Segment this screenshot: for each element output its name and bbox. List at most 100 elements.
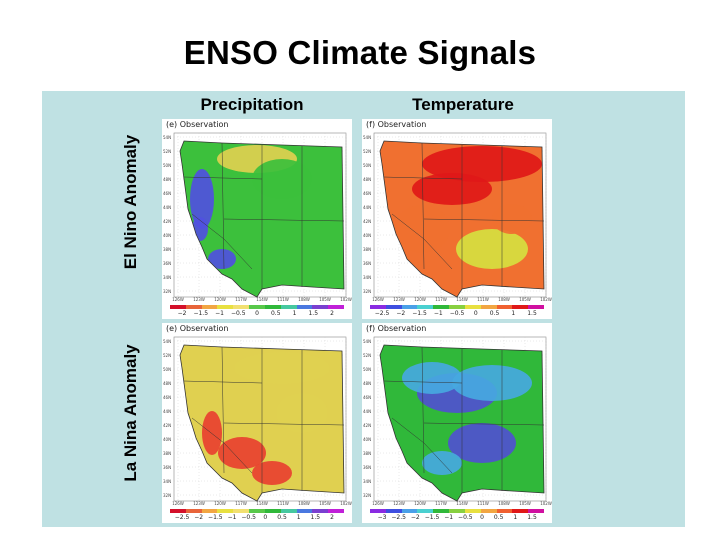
latitude-label: 34N xyxy=(163,479,172,484)
longitude-label: 102W xyxy=(540,501,552,506)
colorbar-swatch xyxy=(312,305,329,309)
colorbar-label: −2 xyxy=(177,310,187,317)
colorbar-label: −2 xyxy=(396,310,406,317)
latitude-label: 36N xyxy=(163,465,172,470)
latitude-label: 34N xyxy=(363,479,372,484)
anomaly-region xyxy=(402,362,462,394)
latitude-label: 40N xyxy=(163,437,172,442)
longitude-label: 102W xyxy=(340,297,352,302)
colorbar-label: 0.5 xyxy=(489,310,500,317)
latitude-label: 52N xyxy=(363,353,372,358)
colorbar-swatch xyxy=(401,305,418,309)
colorbar-swatch xyxy=(385,509,402,513)
longitude-label: 123W xyxy=(393,501,405,506)
latitude-label: 40N xyxy=(163,233,172,238)
colorbar-label: 0 xyxy=(263,514,268,521)
longitude-label: 123W xyxy=(393,297,405,302)
map-el-nino-temperature: (f) Observation 54N 52N 50N 48N 46N 44N 42N 40N 3… xyxy=(362,119,552,319)
colorbar-label: −0.5 xyxy=(449,310,465,317)
latitude-label: 48N xyxy=(363,381,372,386)
colorbar-swatch xyxy=(401,509,418,513)
longitude-label: 120W xyxy=(214,297,226,302)
colorbar-labels: −2.5 −2 −1.5 −1 −0.5 0 0.5 1 1.5 xyxy=(362,310,552,318)
colorbar-label: −1 xyxy=(444,514,454,521)
latitude-label: 50N xyxy=(163,163,172,168)
colorbar-swatch xyxy=(170,509,186,513)
colorbar-swatch xyxy=(217,509,234,513)
colorbar-swatch xyxy=(433,305,450,309)
latitude-label: 38N xyxy=(363,247,372,252)
longitude-label: 120W xyxy=(414,501,426,506)
latitude-label: 50N xyxy=(363,163,372,168)
colorbar-swatch xyxy=(433,509,450,513)
longitude-label: 123W xyxy=(193,501,205,506)
colorbar xyxy=(170,305,344,309)
colorbar-swatch xyxy=(480,305,497,309)
longitude-label: 114W xyxy=(256,297,268,302)
latitude-label: 46N xyxy=(163,395,172,400)
longitude-label: 105W xyxy=(519,297,531,302)
latitude-label: 52N xyxy=(163,353,172,358)
colorbar-swatch xyxy=(296,509,313,513)
colorbar-label: −1.5 xyxy=(412,310,427,317)
latitude-label: 32N xyxy=(363,493,372,498)
colorbar-swatch xyxy=(528,509,544,513)
latitude-label: 32N xyxy=(363,289,372,294)
colorbar-labels: −3 −2.5 −2 −1.5 −1 −0.5 0 0.5 1 1.5 xyxy=(362,514,552,522)
colorbar-swatch xyxy=(233,509,250,513)
anomaly-region xyxy=(422,451,462,475)
colorbar-swatch xyxy=(496,305,513,309)
colorbar-swatch xyxy=(185,509,202,513)
colorbar-swatch xyxy=(280,305,297,309)
colorbar xyxy=(170,509,344,513)
latitude-label: 48N xyxy=(363,177,372,182)
colorbar-label: 1.5 xyxy=(308,310,319,317)
colorbar-swatch xyxy=(170,305,186,309)
colorbar-swatch xyxy=(296,305,313,309)
colorbar-label: 1 xyxy=(513,514,518,521)
colorbar-swatch xyxy=(370,509,386,513)
colorbar-label: 0.5 xyxy=(270,310,281,317)
latitude-label: 44N xyxy=(163,205,172,210)
colorbar-swatch xyxy=(201,509,218,513)
longitude-label: 108W xyxy=(298,501,310,506)
column-header-precipitation: Precipitation xyxy=(200,95,304,114)
colorbar-label: −2.5 xyxy=(391,514,406,521)
map-la-nina-precipitation: (e) Observation 54N 52N 50N 48N 46N 44N 42N 40N 3… xyxy=(162,323,352,523)
colorbar-labels: −2 −1.5 −1 −0.5 0 0.5 1 1.5 2 xyxy=(162,310,352,318)
longitude-label: 114W xyxy=(456,501,468,506)
longitude-label: 123W xyxy=(193,297,205,302)
colorbar-label: 2 xyxy=(330,310,334,317)
anomaly-region xyxy=(456,229,528,269)
latitude-label: 32N xyxy=(163,289,172,294)
longitude-label: 111W xyxy=(477,297,489,302)
colorbar-label: 0.5 xyxy=(493,514,504,521)
longitude-label: 105W xyxy=(519,501,531,506)
anomaly-region xyxy=(218,437,266,469)
longitude-label: 126W xyxy=(172,297,184,302)
latitude-label: 34N xyxy=(363,275,372,280)
colorbar-label: 0.5 xyxy=(277,514,287,521)
colorbar-label: −3 xyxy=(377,514,387,521)
colorbar-swatch xyxy=(417,509,434,513)
anomaly-region xyxy=(190,169,214,229)
map-canvas xyxy=(373,132,547,298)
colorbar-swatch xyxy=(217,305,234,309)
row-header-el-nino: El Nino Anomaly xyxy=(121,134,140,270)
colorbar-swatch xyxy=(449,509,465,513)
colorbar-labels: −2.5 −2 −1.5 −1 −0.5 0 0.5 1 1.5 2 xyxy=(162,514,352,522)
colorbar-swatch xyxy=(264,509,281,513)
colorbar-label: −1.5 xyxy=(193,310,209,317)
colorbar-swatch xyxy=(185,305,202,309)
colorbar-swatch xyxy=(385,305,402,309)
latitude-label: 36N xyxy=(363,261,372,266)
colorbar-label: −1 xyxy=(227,514,237,521)
longitude-label: 111W xyxy=(277,501,289,506)
colorbar-swatch xyxy=(496,509,513,513)
latitude-label: 42N xyxy=(363,423,372,428)
colorbar-label: −1 xyxy=(215,310,224,317)
colorbar-label: 1 xyxy=(292,310,297,317)
latitude-label: 50N xyxy=(163,367,172,372)
colorbar-swatch xyxy=(328,305,344,309)
longitude-label: 117W xyxy=(435,501,447,506)
